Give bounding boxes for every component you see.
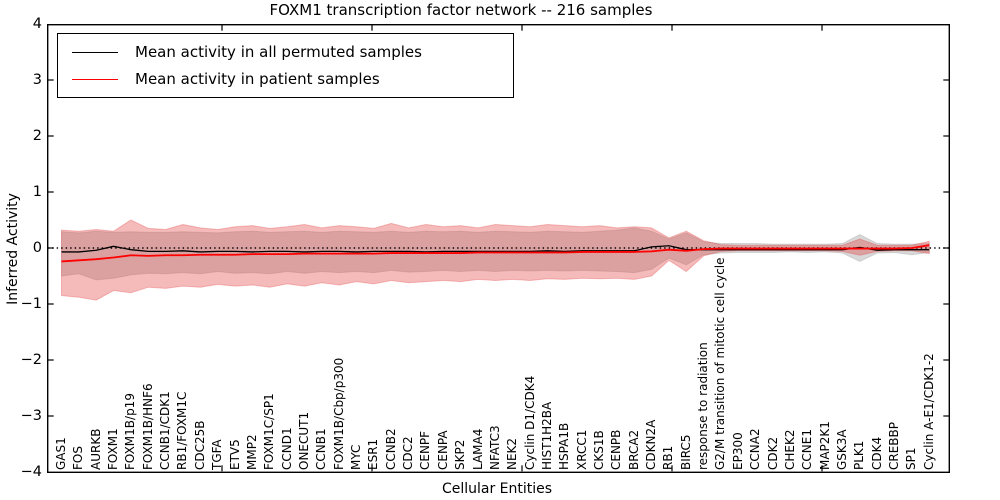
x-tick-label: HIST1H2BA <box>539 401 554 470</box>
legend-label: Mean activity in patient samples <box>135 70 380 88</box>
x-tick-label: CCNB1/CDK1 <box>158 391 173 470</box>
x-tick-label: ONECUT1 <box>296 411 311 470</box>
x-tick-label: TGFA <box>210 439 225 470</box>
x-tick-label: CENPB <box>609 429 624 470</box>
x-tick-label: CDC25B <box>192 420 207 471</box>
patient-mean-line <box>61 244 930 263</box>
x-tick-label: CDK2 <box>765 436 780 470</box>
x-tick-label: CKS1B <box>592 430 606 470</box>
x-tick-label: ESR1 <box>366 438 381 470</box>
legend-line-black <box>72 51 118 53</box>
x-tick-label: FOXM1B/HNF6 <box>140 383 155 470</box>
x-tick-label: XRCC1 <box>574 429 589 470</box>
y-tick-label: 0 <box>32 240 42 256</box>
y-tick-label: 3 <box>32 72 42 88</box>
x-tick-label: CENPF <box>418 430 433 470</box>
x-tick-label: FOS <box>71 446 86 470</box>
x-tick-label: AURKB <box>88 428 103 470</box>
x-tick-label: NEK2 <box>505 437 520 470</box>
legend-line-red <box>72 78 118 80</box>
x-tick-label: RB1 <box>661 445 676 470</box>
x-axis-title: Cellular Entities <box>441 481 553 497</box>
x-tick-label: SKP2 <box>453 439 468 470</box>
x-tick-label: CCNB1 <box>314 428 329 470</box>
x-tick-label: Cyclin A-E1/CDK1-2 <box>921 353 936 470</box>
x-tick-label: CHEK2 <box>782 429 797 471</box>
x-tick-label: HSPA1B <box>557 422 572 470</box>
permuted-samples-band <box>61 227 930 281</box>
x-tick-label: GSK3A <box>834 429 849 470</box>
y-tick-label: −2 <box>20 352 42 368</box>
x-tick-label: CDC2 <box>401 436 416 470</box>
legend: Mean activity in all permuted samples Me… <box>57 33 514 98</box>
y-tick-label: 1 <box>32 184 42 200</box>
y-tick-label: 4 <box>32 16 42 32</box>
x-tick-label: PLK1 <box>852 440 867 470</box>
x-tick-label: CENPA <box>435 430 450 470</box>
x-tick-label: EP300 <box>730 432 745 470</box>
x-tick-label: MAP2K1 <box>817 421 832 470</box>
x-tick-label: MMP2 <box>244 434 259 470</box>
x-tick-label: FOXM1B/p19 <box>123 393 138 470</box>
legend-item-patient: Mean activity in patient samples <box>72 70 513 88</box>
x-tick-label: FOXM1B/Cbp/p300 <box>331 357 346 470</box>
legend-item-permuted: Mean activity in all permuted samples <box>72 43 513 61</box>
x-tick-label: ETV5 <box>227 439 242 470</box>
y-tick-label: −4 <box>20 464 42 480</box>
x-tick-label: CCNA2 <box>748 428 763 470</box>
x-tick-label: CREBBP <box>887 422 902 470</box>
x-tick-label: MYC <box>349 444 364 470</box>
x-tick-label: G2/M transition of mitotic cell cycle <box>713 257 728 470</box>
x-tick-label: FOXM1 <box>106 428 121 470</box>
x-tick-label: LAMA4 <box>470 428 485 470</box>
x-tick-label: SP1 <box>904 447 919 471</box>
x-tick-label: CCNB2 <box>383 428 398 470</box>
x-tick-label: CDKN2A <box>644 419 659 470</box>
patient-samples-band <box>61 219 930 301</box>
x-tick-label: NFATC3 <box>487 425 502 470</box>
x-tick-label: CCND1 <box>279 427 294 470</box>
x-tick-label: response to radiation <box>696 342 711 470</box>
x-tick-label: Cyclin D1/CDK4 <box>522 375 537 470</box>
plot-area <box>47 24 950 473</box>
y-tick-label: −3 <box>20 408 42 424</box>
y-tick-label: −1 <box>20 296 42 312</box>
x-tick-label: RB1/FOXM1C <box>175 391 190 470</box>
x-tick-label: BRCA2 <box>626 429 641 470</box>
x-tick-label: FOXM1C/SP1 <box>262 393 277 470</box>
x-tick-label: CCNE1 <box>800 429 815 470</box>
plot-border <box>47 24 950 473</box>
y-tick-label: 2 <box>32 128 42 144</box>
x-tick-label: CDK4 <box>869 436 884 470</box>
legend-label: Mean activity in all permuted samples <box>135 43 422 61</box>
permuted-mean-line <box>61 245 930 253</box>
x-tick-label: BIRC5 <box>678 434 693 470</box>
chart-title: FOXM1 transcription factor network -- 21… <box>269 1 653 19</box>
x-tick-label: GAS1 <box>54 437 68 470</box>
